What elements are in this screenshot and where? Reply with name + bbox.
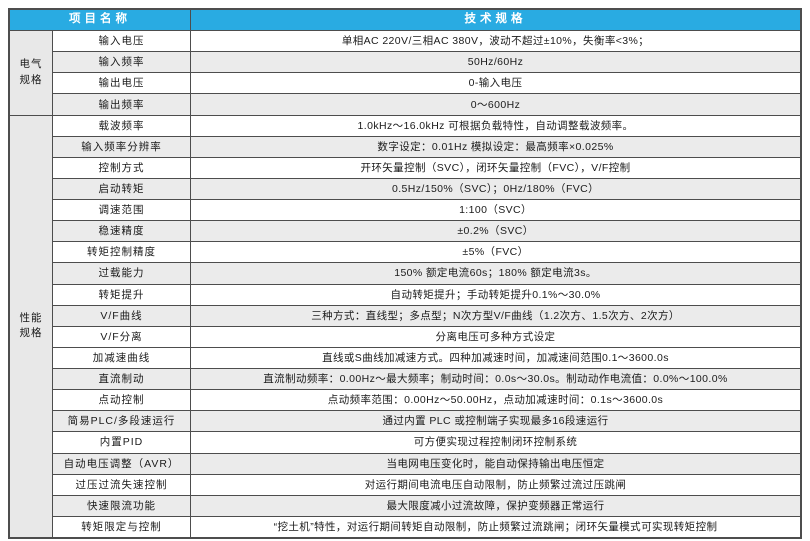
spec-value-cell: “挖土机”特性，对运行期间转矩自动限制，防止频繁过流跳闸；闭环矢量模式可实现转矩… [191, 516, 800, 537]
item-name-cell: 过载能力 [53, 263, 190, 284]
item-name-cell: 转矩限定与控制 [53, 516, 190, 537]
spec-value-cell: 0～600Hz [191, 94, 800, 115]
item-name-cell: 转矩提升 [53, 284, 190, 305]
spec-value-cell: 直流制动频率：0.00Hz～最大频率；制动时间：0.0s～30.0s。制动动作电… [191, 369, 800, 390]
group-label-line: 电气 [19, 58, 43, 71]
item-name-cell: 加减速曲线 [53, 347, 190, 369]
spec-value-cell: 当电网电压变化时，能自动保持输出电压恒定 [191, 453, 800, 474]
spec-value-cell: 直线或S曲线加减速方式。四种加减速时间，加减速间范围0.1～3600.0s [191, 347, 800, 369]
spec-value-cell: 点动频率范围：0.00Hz～50.00Hz，点动加减速时间：0.1s～3600.… [191, 390, 800, 411]
spec-value-cell: 1:100（SVC） [191, 200, 800, 221]
item-name-cell: 输出电压 [53, 73, 190, 94]
spec-value-cell: 自动转矩提升；手动转矩提升0.1%～30.0% [191, 284, 800, 305]
item-name-cell: V/F分离 [53, 326, 190, 347]
group-label-line: 规格 [19, 327, 43, 340]
item-name-cell: 简易PLC/多段速运行 [53, 411, 190, 432]
item-name-cell: 快速限流功能 [53, 495, 190, 516]
item-name-cell: 转矩控制精度 [53, 242, 190, 263]
item-name-cell: 过压过流失速控制 [53, 474, 190, 495]
spec-value-cell: 开环矢量控制（SVC），闭环矢量控制（FVC），V/F控制 [191, 157, 800, 178]
item-name-cell: 输入电压 [53, 31, 190, 52]
spec-value-cell: 最大限度减小过流故障，保护变频器正常运行 [191, 495, 800, 516]
group-label-line: 性能 [19, 311, 43, 324]
spec-value-cell: 分离电压可多种方式设定 [191, 326, 800, 347]
item-name-cell: 载波频率 [53, 115, 190, 136]
spec-value-cell: 三种方式：直线型；多点型；N次方型V/F曲线（1.2次方、1.5次方、2次方） [191, 305, 800, 326]
group-cell-1: 性能 规格 [10, 115, 52, 537]
item-name-cell: 直流制动 [53, 369, 190, 390]
header-technical-spec: 技术规格 [191, 10, 800, 31]
spec-value-cell: 50Hz/60Hz [191, 52, 800, 73]
spec-value-cell: 0.5Hz/150%（SVC）；0Hz/180%（FVC） [191, 178, 800, 200]
item-name-cell: 控制方式 [53, 157, 190, 178]
spec-value-cell: 数字设定：0.01Hz 模拟设定：最高频率×0.025% [191, 136, 800, 157]
header-project-name: 项目名称 [10, 10, 190, 31]
item-name-cell: 调速范围 [53, 200, 190, 221]
spec-value-cell: 可方便实现过程控制闭环控制系统 [191, 432, 800, 453]
group-cell-0: 电气 规格 [10, 31, 52, 115]
item-name-cell: V/F曲线 [53, 305, 190, 326]
spec-value-cell: 1.0kHz～16.0kHz 可根据负载特性，自动调整载波频率。 [191, 115, 800, 136]
spec-value-cell: 对运行期间电流电压自动限制，防止频繁过流过压跳闸 [191, 474, 800, 495]
spec-table: 项目名称 技术规格 电气 规格 输入电压 单相AC 220V/三相AC 380V，波动… [8, 8, 802, 539]
group-label-line: 规格 [19, 73, 43, 86]
item-name-cell: 输入频率分辨率 [53, 136, 190, 157]
item-name-cell: 输出频率 [53, 94, 190, 115]
spec-value-cell: 通过内置 PLC 或控制端子实现最多16段速运行 [191, 411, 800, 432]
item-name-cell: 点动控制 [53, 390, 190, 411]
spec-value-cell: ±5%（FVC） [191, 242, 800, 263]
spec-value-cell: 单相AC 220V/三相AC 380V，波动不超过±10%，失衡率<3%； [191, 31, 800, 52]
spec-value-cell: 0-输入电压 [191, 73, 800, 94]
item-name-cell: 稳速精度 [53, 221, 190, 242]
item-name-cell: 自动电压调整（AVR） [53, 453, 190, 474]
item-name-cell: 内置PID [53, 432, 190, 453]
item-name-cell: 输入频率 [53, 52, 190, 73]
spec-value-cell: 150% 额定电流60s；180% 额定电流3s。 [191, 263, 800, 284]
item-name-cell: 启动转矩 [53, 178, 190, 200]
spec-value-cell: ±0.2%（SVC） [191, 221, 800, 242]
